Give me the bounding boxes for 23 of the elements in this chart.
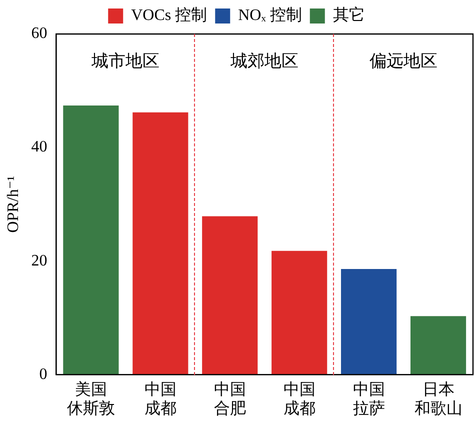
legend-label: VOCs 控制 [131, 6, 208, 24]
x-tick-label: 中国合肥 [214, 380, 246, 418]
annotation: 偏远地区 [370, 51, 438, 70]
annotation: 城郊地区 [230, 51, 299, 70]
bar [63, 106, 119, 375]
bar [272, 250, 328, 375]
legend-label: NOₓ 控制 [238, 6, 302, 24]
bar [410, 316, 466, 375]
x-tick-label: 中国成都 [283, 380, 316, 418]
y-tick-label: 60 [31, 25, 48, 42]
legend-label: 其它 [332, 6, 365, 24]
y-axis-title: OPR/h⁻¹ [4, 176, 22, 233]
bar [341, 269, 397, 375]
x-tick-label: 中国拉萨 [352, 380, 385, 418]
bar [202, 216, 258, 375]
x-tick-label: 美国休斯敦 [66, 380, 115, 418]
bar [132, 112, 188, 375]
y-tick-label: 40 [31, 138, 48, 156]
annotation: 城市地区 [90, 51, 160, 70]
x-tick-label: 中国成都 [144, 380, 176, 418]
y-tick-label: 20 [31, 252, 48, 270]
y-tick-label: 0 [39, 366, 48, 383]
x-tick-label: 日本和歌山 [414, 380, 462, 418]
